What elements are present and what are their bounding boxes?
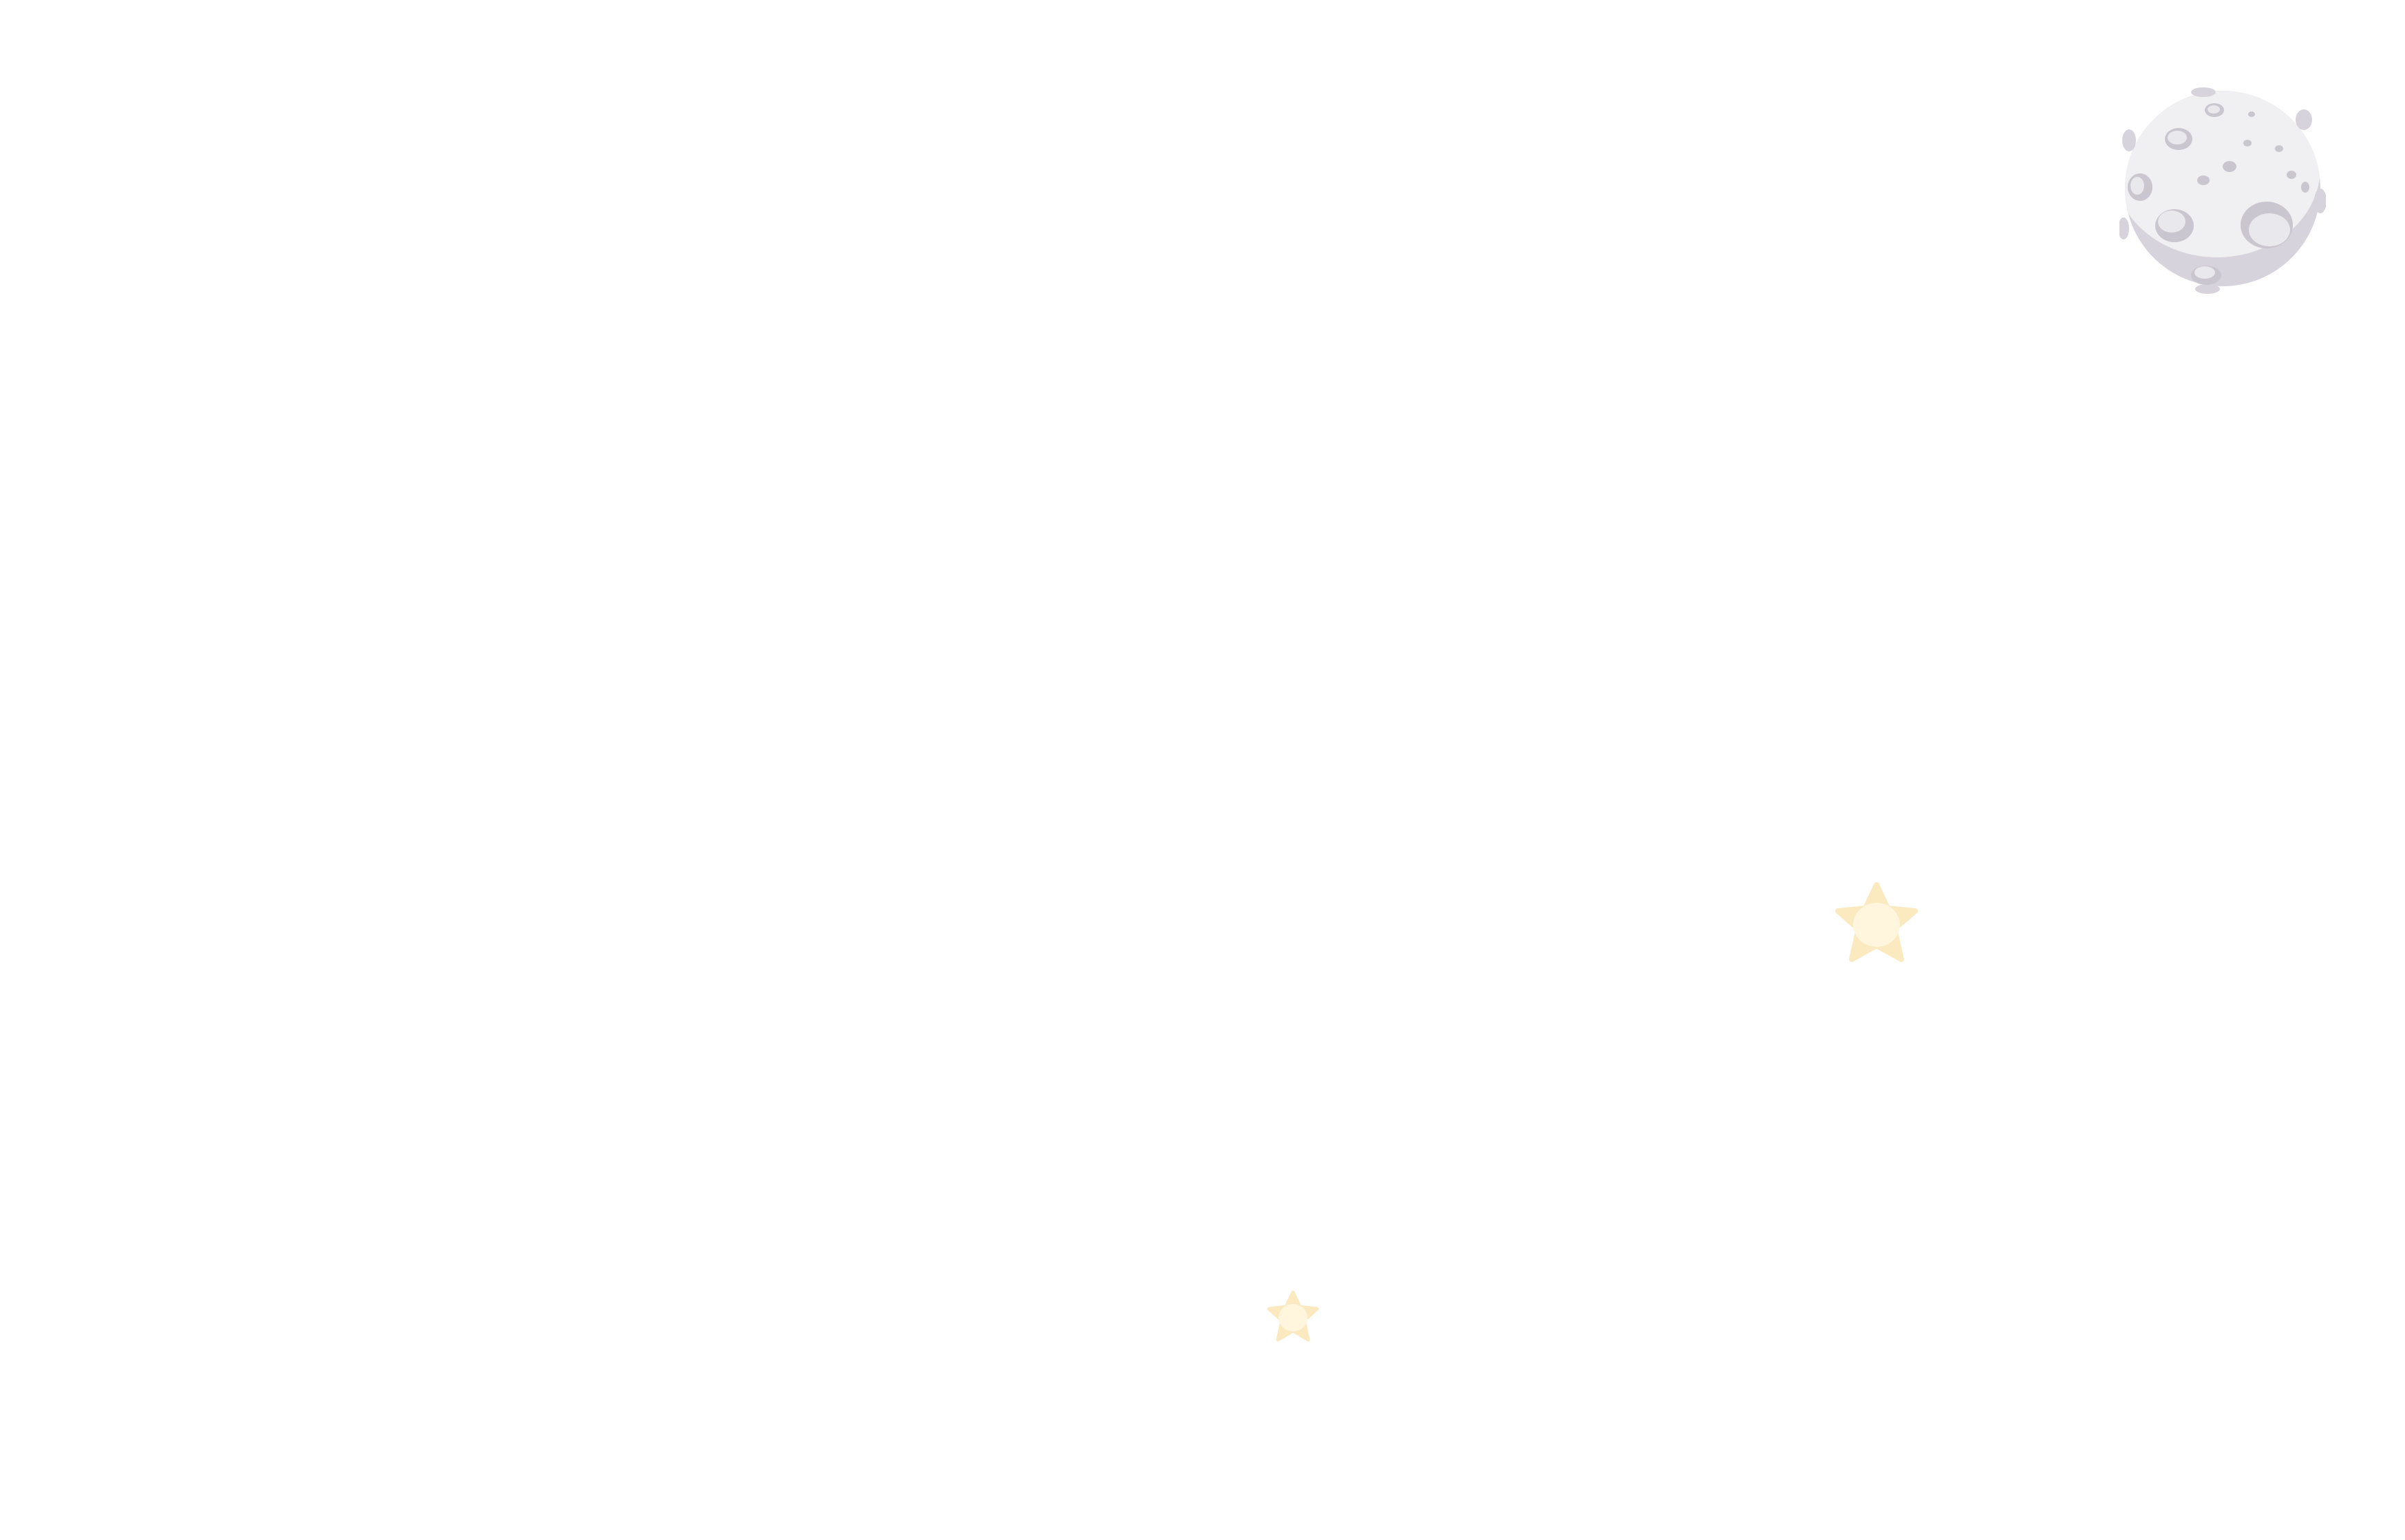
moon-icon xyxy=(2119,84,2326,294)
star-icon xyxy=(1266,1290,1320,1343)
star-icon xyxy=(1834,882,1919,963)
